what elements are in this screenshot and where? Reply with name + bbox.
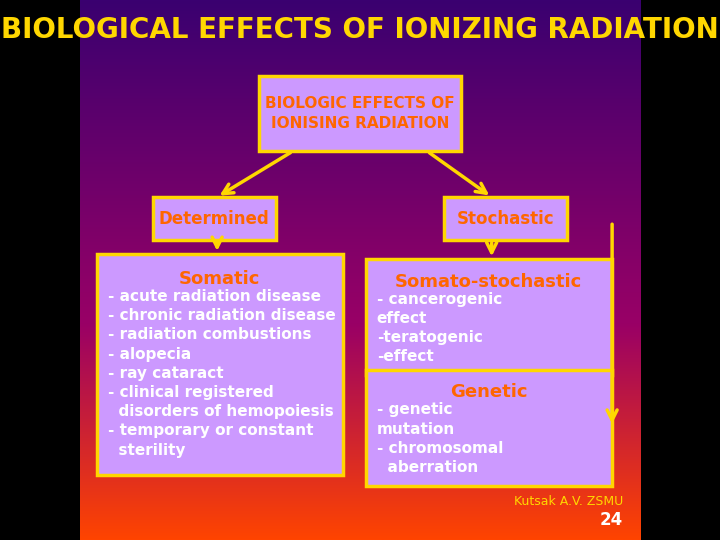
Text: BIOLOGIC EFFECTS OF
IONISING RADIATION: BIOLOGIC EFFECTS OF IONISING RADIATION bbox=[265, 96, 455, 131]
Text: BIOLOGICAL EFFECTS OF IONIZING RADIATION: BIOLOGICAL EFFECTS OF IONIZING RADIATION bbox=[1, 16, 719, 44]
Text: Kutsak A.V. ZSMU: Kutsak A.V. ZSMU bbox=[514, 495, 624, 508]
FancyBboxPatch shape bbox=[366, 259, 612, 375]
FancyBboxPatch shape bbox=[153, 197, 276, 240]
Text: Genetic: Genetic bbox=[450, 383, 528, 401]
FancyBboxPatch shape bbox=[259, 76, 461, 151]
Text: - genetic
mutation
- chromosomal
  aberration: - genetic mutation - chromosomal aberrat… bbox=[377, 402, 503, 475]
Text: 24: 24 bbox=[600, 511, 624, 529]
Text: - cancerogenic
effect
-teratogenic
-effect: - cancerogenic effect -teratogenic -effe… bbox=[377, 292, 502, 364]
FancyBboxPatch shape bbox=[366, 370, 612, 486]
Text: - acute radiation disease
- chronic radiation disease
- radiation combustions
- : - acute radiation disease - chronic radi… bbox=[108, 289, 336, 457]
Text: Somatic: Somatic bbox=[179, 270, 261, 288]
FancyBboxPatch shape bbox=[444, 197, 567, 240]
Text: Somato-stochastic: Somato-stochastic bbox=[395, 273, 582, 291]
FancyBboxPatch shape bbox=[96, 254, 343, 475]
Text: Stochastic: Stochastic bbox=[457, 210, 554, 228]
Text: Determined: Determined bbox=[159, 210, 270, 228]
